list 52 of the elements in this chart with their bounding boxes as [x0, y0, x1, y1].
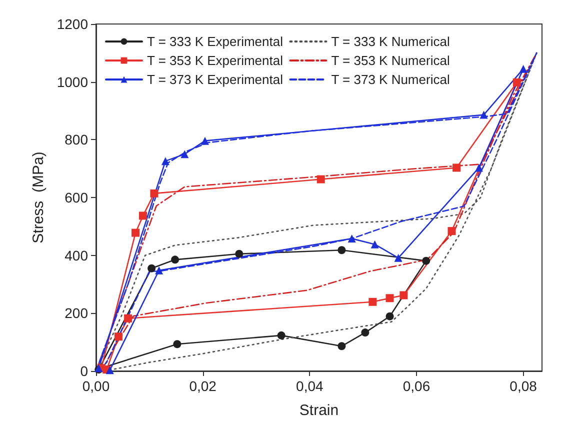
- point: [277, 331, 286, 340]
- point: [161, 157, 170, 166]
- legend-label: T = 353 K Numerical: [331, 53, 450, 68]
- x-tick-label: 0,04: [296, 378, 324, 394]
- point: [368, 298, 377, 306]
- y-tick-label: 400: [64, 247, 88, 264]
- x-axis-title: Strain: [299, 402, 339, 419]
- point: [114, 332, 122, 341]
- point: [361, 328, 370, 337]
- legend-label: T = 333 K Numerical: [331, 34, 450, 49]
- point: [316, 175, 325, 184]
- point: [452, 164, 461, 172]
- point: [474, 164, 483, 172]
- y-tick-label: 800: [64, 132, 88, 148]
- point: [180, 150, 189, 158]
- point: [394, 254, 402, 262]
- point: [386, 312, 394, 320]
- point: [448, 227, 456, 236]
- point: [386, 294, 394, 302]
- x-tick-label: 0,06: [402, 378, 430, 394]
- point: [173, 340, 182, 348]
- point: [139, 212, 148, 220]
- point: [519, 64, 528, 73]
- point: [338, 246, 346, 254]
- point: [132, 228, 140, 237]
- y-tick-label: 1000: [56, 74, 88, 90]
- point: [400, 291, 408, 300]
- legend-label: T = 373 K Experimental: [147, 72, 284, 87]
- point: [235, 250, 244, 258]
- point: [348, 234, 356, 243]
- point: [422, 256, 430, 265]
- point: [171, 256, 180, 264]
- legend-label: T = 353 K Experimental: [147, 53, 284, 68]
- point: [338, 342, 346, 350]
- legend-label: T = 333 K Experimental: [147, 34, 284, 49]
- point: [148, 264, 156, 272]
- x-tick-label: 0,00: [82, 378, 110, 394]
- point: [106, 366, 114, 374]
- point: [124, 314, 132, 322]
- legend-label: T = 373 K Numerical: [331, 72, 450, 87]
- y-tick-label: 600: [64, 190, 88, 206]
- x-tick-label: 0,08: [510, 378, 538, 394]
- x-tick-label: 0,02: [189, 378, 217, 394]
- point: [150, 189, 158, 198]
- y-axis-title: Stress (MPa): [30, 152, 47, 244]
- point: [200, 136, 209, 145]
- point: [370, 240, 379, 248]
- y-tick-label: 0: [80, 363, 88, 379]
- point: [512, 78, 521, 86]
- y-tick-label: 200: [64, 305, 88, 322]
- y-tick-label: 1200: [56, 16, 88, 32]
- point: [480, 110, 488, 119]
